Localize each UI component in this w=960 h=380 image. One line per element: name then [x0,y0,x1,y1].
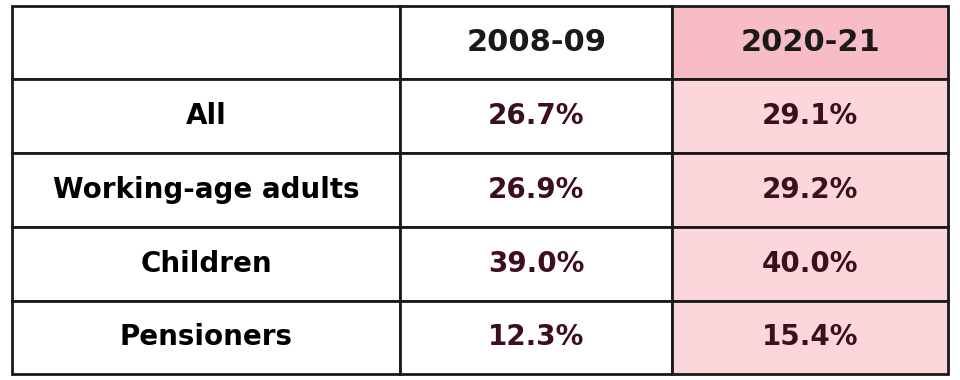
Bar [672,301,948,374]
Bar [400,6,672,79]
Text: 2008-09: 2008-09 [467,28,607,57]
Text: Working-age adults: Working-age adults [53,176,359,204]
Bar [672,79,948,153]
Bar [400,79,672,153]
Bar [12,227,400,301]
Bar [400,301,672,374]
Text: 15.4%: 15.4% [762,323,858,352]
Text: 40.0%: 40.0% [762,250,858,278]
Text: 12.3%: 12.3% [488,323,585,352]
Bar [672,227,948,301]
Text: 2020-21: 2020-21 [740,28,880,57]
Bar [12,79,400,153]
Bar [12,301,400,374]
Text: 26.7%: 26.7% [488,102,585,130]
Text: 29.2%: 29.2% [762,176,858,204]
Bar [400,153,672,227]
Bar [672,6,948,79]
Bar [672,153,948,227]
Text: 39.0%: 39.0% [488,250,585,278]
Text: All: All [185,102,227,130]
Bar [12,6,400,79]
Text: 29.1%: 29.1% [762,102,858,130]
Bar [400,227,672,301]
Bar [12,153,400,227]
Text: Children: Children [140,250,272,278]
Text: 26.9%: 26.9% [488,176,585,204]
Text: Pensioners: Pensioners [119,323,293,352]
